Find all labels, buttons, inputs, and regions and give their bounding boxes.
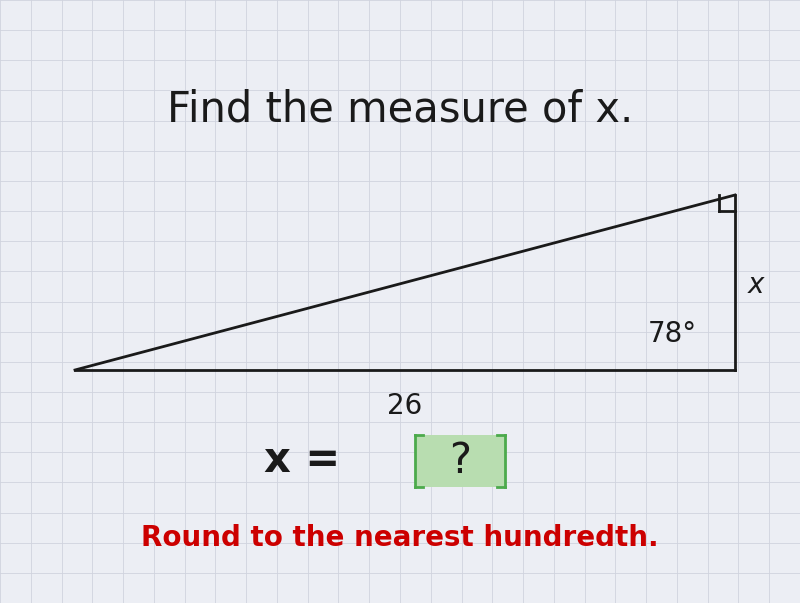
Text: 78°: 78° [648, 320, 697, 348]
Text: 26: 26 [387, 392, 422, 420]
Text: ?: ? [449, 440, 471, 482]
Text: x: x [748, 271, 764, 299]
Text: x =: x = [264, 439, 355, 481]
Text: Find the measure of x.: Find the measure of x. [167, 89, 633, 131]
Text: Round to the nearest hundredth.: Round to the nearest hundredth. [141, 524, 659, 552]
Bar [415, 435, 505, 487]
